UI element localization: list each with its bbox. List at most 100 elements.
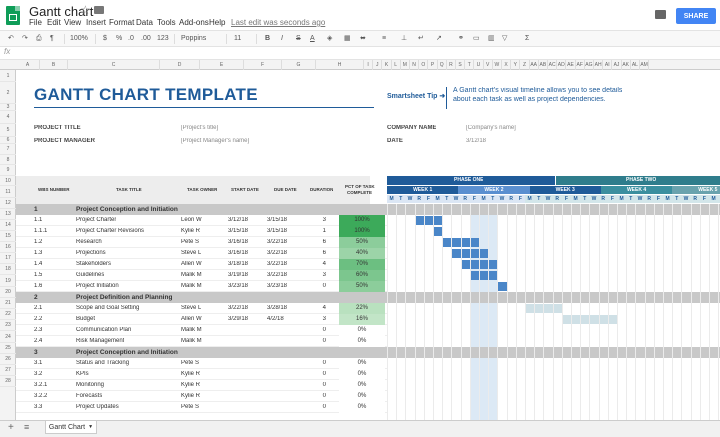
redo-icon[interactable]: ↷: [22, 35, 28, 42]
task-start[interactable]: 3/22/18: [228, 305, 249, 311]
gantt-bar-cell[interactable]: [469, 249, 480, 258]
week-header-1[interactable]: WEEK 1: [387, 186, 459, 194]
row-header-2[interactable]: 2: [0, 82, 16, 104]
sheets-logo-icon[interactable]: [6, 6, 20, 25]
column-header-n[interactable]: N: [410, 60, 420, 70]
task-duration[interactable]: 3: [322, 316, 326, 322]
row-header-16[interactable]: 16: [0, 242, 16, 253]
column-header-b[interactable]: B: [40, 60, 68, 70]
task-duration[interactable]: 0: [322, 283, 326, 289]
row-header-3[interactable]: 3: [0, 104, 16, 111]
column-header-r[interactable]: R: [447, 60, 456, 70]
merge-icon[interactable]: ⬌: [360, 35, 366, 42]
task-title[interactable]: Communication Plan: [76, 327, 132, 333]
day-header[interactable]: M: [525, 195, 535, 203]
task-duration[interactable]: 6: [322, 239, 326, 245]
row-header-8[interactable]: 8: [0, 155, 16, 165]
task-title[interactable]: Status and Tracking: [76, 360, 130, 366]
week-header-3[interactable]: WEEK 3: [529, 186, 601, 194]
header-pct-2[interactable]: COMPLETE: [347, 190, 373, 195]
task-pct-complete[interactable]: 0%: [339, 391, 385, 402]
sheet-tab-gantt[interactable]: Gantt Chart ▼: [45, 421, 97, 434]
column-header-k[interactable]: K: [382, 60, 392, 70]
task-wbs[interactable]: 1.3: [34, 250, 43, 256]
task-start[interactable]: 3/29/18: [228, 316, 249, 322]
task-pct-complete[interactable]: 100%: [339, 215, 385, 226]
task-due[interactable]: 3/23/18: [267, 283, 288, 289]
task-duration[interactable]: 4: [322, 261, 326, 267]
print-icon[interactable]: ⎙: [36, 35, 42, 42]
comment-icon[interactable]: [655, 10, 666, 19]
row-header-5[interactable]: 5: [0, 124, 16, 137]
gantt-bar-cell[interactable]: [589, 315, 599, 324]
folder-icon[interactable]: [94, 6, 104, 14]
column-header-h[interactable]: H: [316, 60, 364, 70]
task-start[interactable]: 3/12/18: [228, 217, 249, 223]
task-wbs[interactable]: 2.4: [34, 338, 43, 344]
section-title[interactable]: Project Conception and Initiation: [76, 349, 178, 356]
add-sheet-icon[interactable]: +: [8, 422, 14, 433]
share-button[interactable]: SHARE: [676, 8, 716, 24]
column-header-w[interactable]: W: [493, 60, 502, 70]
row-header-15[interactable]: 15: [0, 231, 16, 242]
section-title[interactable]: Project Conception and Initiation: [76, 206, 178, 213]
task-owner[interactable]: Pete S: [181, 404, 200, 410]
row-header-17[interactable]: 17: [0, 253, 16, 264]
task-start[interactable]: 3/19/18: [228, 272, 249, 278]
bold-button[interactable]: B: [265, 35, 271, 42]
task-owner[interactable]: Malik M: [181, 327, 202, 333]
day-header[interactable]: W: [589, 195, 599, 203]
phase-two-label[interactable]: PHASE TWO: [626, 177, 657, 183]
header-pct-1[interactable]: PCT OF TASK: [345, 184, 375, 189]
gantt-bar-cell[interactable]: [460, 260, 471, 269]
task-duration[interactable]: 0: [322, 327, 326, 333]
menu-view[interactable]: View: [64, 18, 82, 27]
task-owner[interactable]: Kylie R: [181, 371, 201, 377]
paint-format-icon[interactable]: ¶: [50, 35, 54, 42]
wrap-icon[interactable]: ↵: [418, 35, 424, 42]
column-header-g[interactable]: G: [282, 60, 316, 70]
all-sheets-icon[interactable]: ≡: [24, 422, 30, 432]
row-header-6[interactable]: 6: [0, 137, 16, 144]
day-header[interactable]: M: [433, 195, 443, 203]
day-header[interactable]: F: [653, 195, 663, 203]
day-header[interactable]: R: [552, 195, 562, 203]
row-header-24[interactable]: 24: [0, 331, 16, 343]
link-icon[interactable]: ⚭: [458, 35, 464, 42]
task-pct-complete[interactable]: 0%: [339, 358, 385, 369]
borders-icon[interactable]: ▦: [344, 35, 351, 42]
column-header-e[interactable]: E: [200, 60, 244, 70]
undo-icon[interactable]: ↶: [8, 35, 14, 42]
company-value[interactable]: [Company's name]: [466, 125, 516, 131]
column-header-j[interactable]: J: [373, 60, 383, 70]
header-duration[interactable]: DURATION: [310, 187, 334, 192]
project-manager-label[interactable]: PROJECT MANAGER: [34, 138, 96, 144]
row-header-18[interactable]: 18: [0, 264, 16, 275]
gantt-bar-cell[interactable]: [571, 315, 581, 324]
task-pct-complete[interactable]: 16%: [339, 314, 385, 325]
column-header-l[interactable]: L: [392, 60, 401, 70]
task-duration[interactable]: 3: [322, 272, 326, 278]
column-header-aj[interactable]: AJ: [612, 60, 622, 70]
column-header-af[interactable]: AF: [576, 60, 585, 70]
task-wbs[interactable]: 1.2: [34, 239, 43, 245]
day-header[interactable]: R: [506, 195, 516, 203]
task-start[interactable]: 3/16/18: [228, 250, 249, 256]
row-header-11[interactable]: 11: [0, 186, 16, 198]
task-start[interactable]: 3/23/18: [228, 283, 249, 289]
column-header-v[interactable]: V: [484, 60, 493, 70]
gantt-bar-cell[interactable]: [451, 238, 461, 247]
header-due[interactable]: DUE DATE: [274, 187, 297, 192]
align-left-icon[interactable]: ≡: [382, 35, 387, 42]
day-header[interactable]: W: [451, 195, 461, 203]
row-header-21[interactable]: 21: [0, 298, 16, 309]
column-header-p[interactable]: P: [428, 60, 438, 70]
gantt-bar-cell[interactable]: [552, 304, 563, 313]
star-icon[interactable]: ☆: [80, 3, 91, 17]
task-duration[interactable]: 3: [322, 217, 326, 223]
row-header-22[interactable]: 22: [0, 309, 16, 320]
task-start[interactable]: 3/16/18: [228, 239, 249, 245]
task-due[interactable]: 3/22/18: [267, 261, 288, 267]
font-size-select[interactable]: 11: [234, 35, 242, 42]
task-duration[interactable]: 0: [322, 371, 326, 377]
